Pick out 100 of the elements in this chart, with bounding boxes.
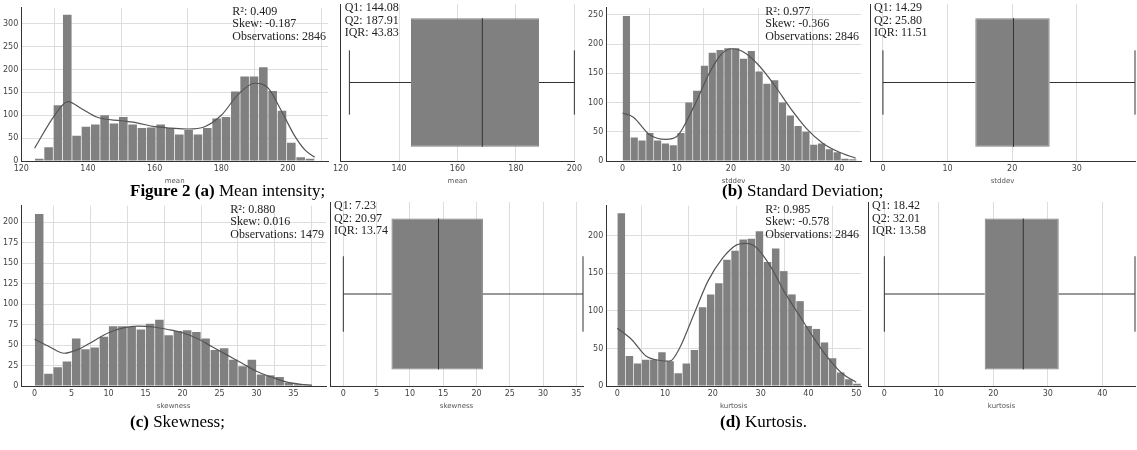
annotation: R²: 0.977 (765, 3, 811, 18)
x-tick-label: 5 (374, 388, 380, 398)
x-tick-label: 200 (566, 163, 583, 173)
x-tick-label: 20 (177, 388, 188, 398)
annotation: Q2: 187.91 (344, 12, 399, 27)
y-tick-label: 200 (587, 230, 604, 240)
x-tick-label: 0 (32, 388, 38, 398)
x-tick-label: 140 (391, 163, 407, 173)
x-tick-label: 35 (288, 388, 299, 398)
x-tick-label: 5 (69, 388, 75, 398)
x-tick-label: 30 (755, 388, 766, 398)
y-tick-label: 100 (587, 305, 604, 315)
x-tick-label: 10 (659, 388, 671, 398)
y-tick-label: 250 (2, 41, 19, 51)
x-tick-label: 200 (280, 163, 296, 173)
annotation: Q2: 25.80 (874, 12, 922, 27)
x-tick-label: 10 (103, 388, 114, 398)
y-tick-label: 150 (2, 87, 19, 97)
x-tick-label: 40 (834, 163, 845, 173)
x-tick-label: 40 (1097, 388, 1108, 398)
x-tick-label: 0 (614, 388, 620, 398)
x-tick-label: 30 (537, 388, 549, 398)
text: Kurtosis. (745, 412, 807, 431)
annotation: Observations: 1479 (230, 226, 324, 241)
x-tick-label: 10 (942, 163, 953, 173)
x-tick-label: 30 (780, 163, 791, 173)
y-tick-label: 75 (8, 319, 19, 329)
y-tick-label: 50 (593, 126, 604, 136)
y-tick-label: 175 (2, 237, 19, 247)
x-tick-label: 0 (880, 163, 886, 173)
x-tick-label: 10 (671, 163, 682, 173)
y-tick-label: 50 (8, 133, 19, 143)
x-tick-label: 160 (449, 163, 466, 173)
annotation: Skew: -0.187 (232, 16, 297, 31)
annotation: Skew: -0.366 (765, 16, 830, 31)
y-tick-label: 50 (8, 340, 19, 350)
x-tick-label: 10 (404, 388, 415, 398)
y-tick-label: 150 (587, 68, 604, 78)
x-tick-label: 0 (340, 388, 346, 398)
annotation: Observations: 2846 (765, 28, 859, 43)
x-tick-label: 30 (1071, 163, 1082, 173)
x-tick-label: 30 (251, 388, 262, 398)
x-tick-label: 20 (707, 388, 718, 398)
x-tick-label: 120 (13, 163, 29, 173)
y-tick-label: 100 (2, 110, 19, 120)
annotation: Skew: -0.578 (765, 214, 830, 229)
y-tick-label: 0 (598, 381, 604, 391)
x-tick-label: 15 (140, 388, 151, 398)
x-tick-label: 20 (1007, 163, 1018, 173)
y-tick-label: 200 (2, 217, 19, 227)
x-tick-label: 140 (80, 163, 96, 173)
x-tick-label: 20 (471, 388, 482, 398)
annotation: IQR: 11.51 (874, 25, 928, 40)
y-tick-label: 100 (2, 299, 19, 309)
text: Q1: 18.42 (872, 198, 920, 213)
text: Q1: 144.08 (344, 0, 399, 15)
x-tick-label: 20 (988, 388, 999, 398)
annotation: Observations: 2846 (232, 28, 326, 43)
x-tick-label: 40 (803, 388, 814, 398)
x-tick-label: 30 (1042, 388, 1053, 398)
annotation: R²: 0.880 (230, 201, 276, 216)
annotation: Q2: 32.01 (872, 210, 920, 225)
annotation: Q2: 20.97 (334, 210, 382, 225)
y-tick-label: 25 (8, 360, 19, 370)
annotation: IQR: 13.74 (334, 223, 388, 238)
y-tick-label: 100 (587, 97, 604, 107)
annotation: IQR: 13.58 (872, 223, 926, 238)
text: Skewness; (153, 412, 225, 431)
x-tick-label: 160 (146, 163, 163, 173)
y-tick-label: 0 (13, 156, 19, 166)
text: Q1: 14.29 (874, 0, 922, 15)
annotation: R²: 0.409 (232, 3, 278, 18)
y-tick-label: 200 (587, 39, 604, 49)
x-tick-label: 20 (725, 163, 737, 173)
y-tick-label: 150 (587, 268, 604, 278)
y-tick-label: 300 (2, 18, 19, 28)
x-tick-label: 180 (508, 163, 524, 173)
x-tick-label: 180 (213, 163, 229, 173)
text: Mean intensity; (218, 181, 326, 200)
y-tick-label: 150 (2, 258, 19, 268)
x-tick-label: 0 (619, 163, 626, 173)
x-tick-label: 0 (881, 388, 887, 398)
x-tick-label: 10 (933, 388, 944, 398)
annotation: Observations: 2846 (765, 226, 859, 241)
x-tick-label: 35 (571, 388, 582, 398)
annotation: Q1: 7.23 (334, 198, 376, 213)
x-tick-label: 50 (851, 388, 862, 398)
text: (c) (130, 412, 149, 431)
x-tick-label: 120 (332, 163, 349, 173)
y-tick-label: 250 (587, 9, 604, 19)
y-tick-label: 0 (598, 156, 604, 166)
y-tick-label: 200 (2, 64, 19, 74)
x-tick-label: 25 (214, 388, 225, 398)
y-tick-label: 50 (593, 343, 604, 353)
x-tick-label: 15 (438, 388, 449, 398)
annotation: R²: 0.985 (765, 201, 811, 216)
annotation: Skew: 0.016 (230, 214, 291, 229)
text: Standard Deviation; (747, 181, 884, 200)
annotation: IQR: 43.83 (344, 25, 399, 40)
text: (d) (720, 412, 741, 431)
